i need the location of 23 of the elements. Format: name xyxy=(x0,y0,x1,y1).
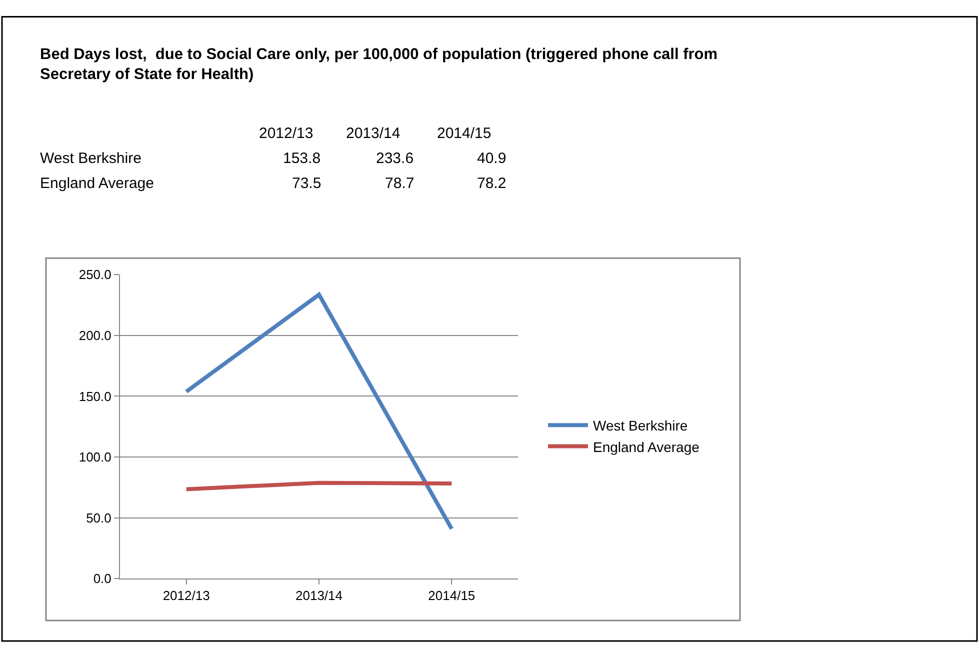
text: 2014/15 xyxy=(437,125,492,142)
y-tick-label: 50.0 xyxy=(86,510,112,526)
y-tick-label: 150.0 xyxy=(78,388,112,404)
text: 233.6 xyxy=(376,150,414,167)
x-tick-label: 2014/15 xyxy=(428,588,476,604)
x-tick-label: 2013/14 xyxy=(296,588,342,604)
text: 78.2 xyxy=(477,175,506,192)
text: 78.7 xyxy=(385,175,414,192)
text: 40.9 xyxy=(477,150,506,167)
text: 73.5 xyxy=(292,175,322,192)
legend-label: West Berkshire xyxy=(593,418,688,434)
text: 2013/14 xyxy=(346,125,400,142)
text: 2012/13 xyxy=(259,125,314,142)
y-tick-label: 250.0 xyxy=(78,267,112,282)
x-tick-label: 2012/13 xyxy=(162,588,210,604)
y-tick-label: 0.0 xyxy=(93,571,112,586)
y-tick-label: 200.0 xyxy=(78,328,112,344)
text: West Berkshire xyxy=(40,150,142,167)
y-tick-label: 100.0 xyxy=(78,450,112,465)
text: 153.8 xyxy=(283,150,321,167)
legend-label: England Average xyxy=(593,438,700,455)
chart-title: Bed Days lost, due to Social Care only, per 100,000 of population (triggered phone call from Secretary of State for Health) xyxy=(40,46,718,84)
text: England Average xyxy=(40,175,154,192)
